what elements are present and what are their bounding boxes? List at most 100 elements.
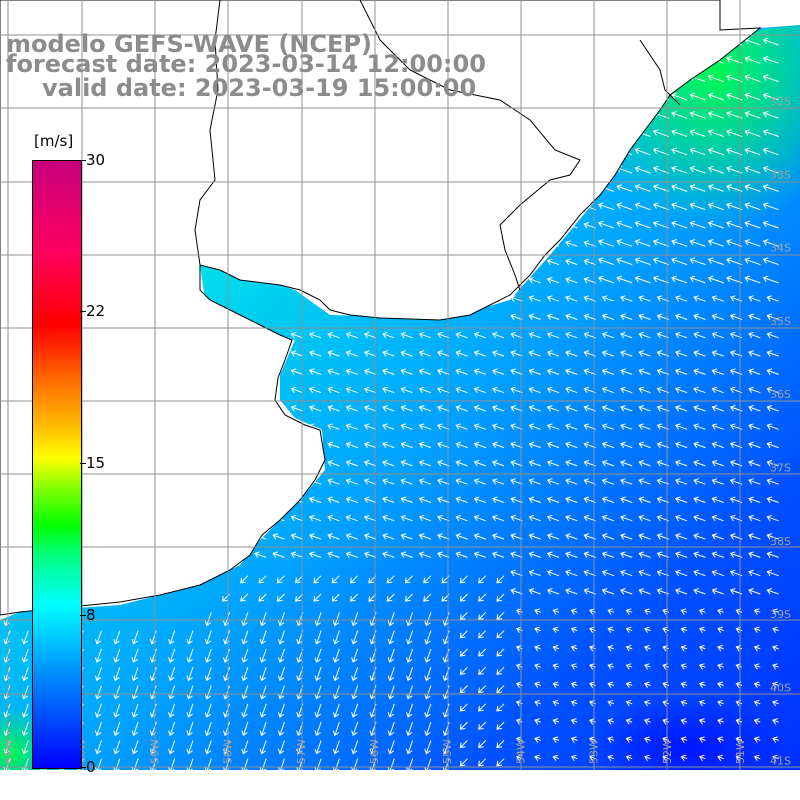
title-model: modelo GEFS-WAVE (NCEP) (6, 30, 372, 58)
wind-arrow (496, 575, 505, 584)
wind-arrow (762, 220, 779, 229)
wind-arrow (675, 368, 688, 375)
wind-arrow (607, 699, 615, 707)
wind-arrow (382, 441, 395, 449)
wind-arrow (424, 740, 432, 755)
wind-arrow (634, 184, 651, 192)
wind-arrow (601, 386, 615, 394)
wind-arrow (675, 569, 688, 577)
longitude-label: 57W (295, 739, 308, 764)
wind-arrow (570, 754, 578, 762)
wind-arrow (744, 147, 761, 156)
wind-arrow (382, 533, 395, 540)
wind-arrow (726, 147, 743, 156)
wind-arrow (711, 295, 724, 302)
wind-arrow (762, 165, 779, 174)
wind-arrow (620, 368, 633, 375)
wind-arrow (546, 533, 560, 540)
wind-arrow (418, 386, 432, 394)
wind-arrow (455, 496, 468, 503)
wind-arrow (638, 386, 651, 394)
wind-arrow (277, 648, 285, 663)
wind-arrow (534, 681, 541, 688)
wind-arrow (277, 630, 285, 645)
wind-arrow (748, 350, 761, 357)
wind-arrow (638, 514, 651, 522)
wind-arrow (131, 721, 139, 737)
wind-arrow (766, 588, 779, 595)
wind-arrow (717, 644, 724, 652)
wind-arrow (607, 626, 615, 634)
wind-arrow (753, 718, 761, 725)
wind-arrow (331, 593, 340, 602)
wind-arrow (21, 667, 29, 682)
wind-arrow (707, 110, 724, 119)
wind-arrow (168, 648, 176, 663)
wind-arrow (496, 740, 505, 749)
wind-arrow (589, 663, 596, 670)
wind-arrow (478, 611, 487, 620)
wind-arrow (492, 441, 505, 449)
wind-arrow (748, 405, 761, 412)
wind-arrow (363, 533, 377, 540)
wind-arrow (327, 551, 340, 558)
wind-arrow (693, 441, 706, 449)
wind-arrow (351, 685, 359, 700)
wind-arrow (565, 350, 578, 357)
wind-arrow (620, 350, 633, 357)
wind-arrow (351, 667, 359, 682)
wind-arrow (744, 257, 761, 266)
wind-arrow (492, 368, 505, 375)
wind-arrow (204, 758, 212, 773)
wind-arrow (570, 626, 578, 634)
wind-arrow (601, 569, 615, 577)
wind-arrow (423, 593, 432, 602)
wind-arrow (698, 681, 706, 688)
wind-arrow (546, 441, 560, 449)
wind-arrow (387, 685, 395, 700)
wind-arrow (693, 459, 706, 467)
wind-arrow (634, 239, 651, 247)
wind-arrow (644, 644, 651, 652)
wind-arrow (693, 551, 706, 558)
wind-arrow (625, 644, 633, 652)
wind-arrow (625, 608, 633, 615)
wind-arrow (662, 718, 669, 725)
colorbar-tick-label: 15 (86, 454, 106, 472)
wind-arrow (424, 685, 432, 700)
wind-arrow (534, 644, 541, 652)
wind-arrow (662, 626, 669, 634)
wind-arrow (496, 685, 505, 694)
wind-arrow (327, 350, 340, 357)
wind-arrow (753, 754, 761, 762)
longitude-label: 53W (588, 739, 601, 764)
wind-arrow (418, 514, 432, 522)
wind-arrow (363, 459, 377, 467)
wind-arrow (717, 681, 724, 688)
wind-arrow (314, 612, 322, 627)
wind-arrow (478, 648, 487, 657)
wind-arrow (314, 721, 322, 737)
wind-arrow (744, 275, 761, 284)
wind-arrow (186, 648, 194, 663)
wind-arrow (473, 441, 486, 449)
wind-arrow (382, 478, 395, 485)
wind-arrow (711, 405, 724, 412)
wind-arrow (652, 165, 669, 174)
wind-arrow (382, 496, 395, 503)
wind-arrow (290, 405, 303, 412)
wind-arrow (675, 405, 688, 412)
wind-arrow (418, 368, 432, 375)
wind-arrow (552, 681, 560, 688)
wind-arrow (534, 736, 541, 743)
wind-arrow (707, 165, 724, 174)
wind-arrow (478, 630, 487, 639)
wind-arrow (309, 368, 322, 375)
wind-arrow (675, 459, 688, 467)
wind-arrow (309, 514, 322, 522)
wind-arrow (711, 569, 724, 577)
wind-arrow (726, 184, 743, 192)
wind-arrow (492, 551, 505, 558)
longitude-label: 61W (2, 739, 15, 764)
wind-arrow (546, 276, 560, 284)
